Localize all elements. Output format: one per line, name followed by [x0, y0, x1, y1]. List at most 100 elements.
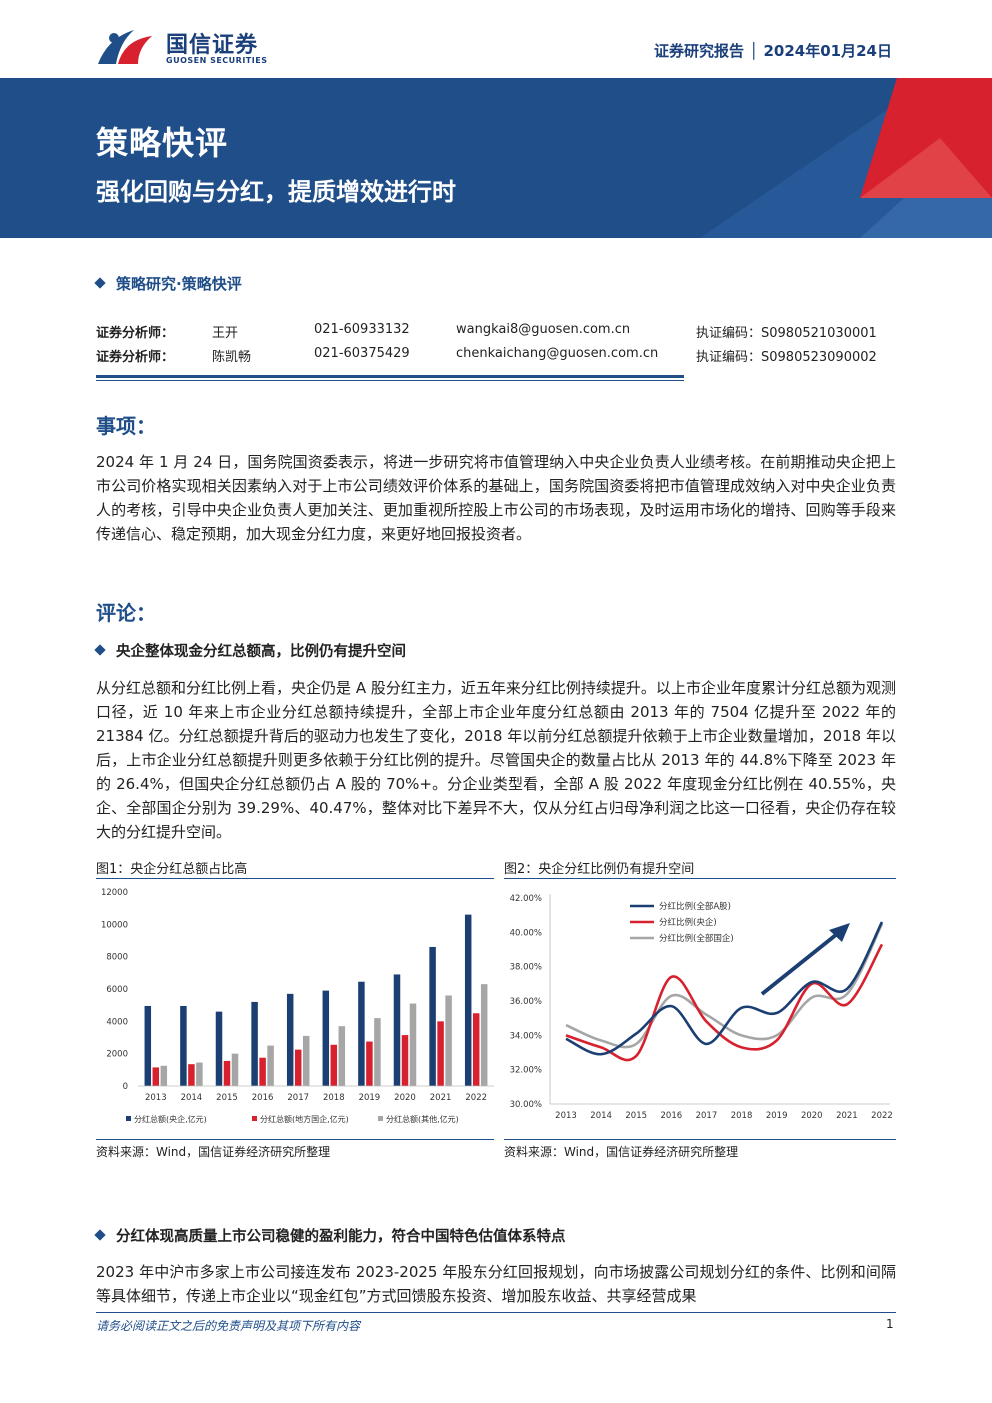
divider	[96, 1139, 494, 1140]
bar	[338, 1026, 346, 1086]
bar	[330, 1044, 338, 1086]
y-tick-label: 4000	[106, 1017, 128, 1027]
bar	[437, 1021, 444, 1086]
bar	[302, 1035, 310, 1086]
subheading-1-text: 央企整体现金分红总额高，比例仍有提升空间	[116, 644, 406, 660]
bar	[231, 1053, 239, 1086]
y-tick-label: 32.00%	[510, 1066, 542, 1076]
bar	[152, 1067, 160, 1086]
bar	[322, 990, 330, 1086]
y-tick-label: 40.00%	[510, 928, 542, 938]
y-tick-label: 42.00%	[510, 894, 542, 904]
bar	[393, 974, 401, 1086]
x-tick-label: 2015	[625, 1111, 647, 1121]
page-number: 1	[886, 1317, 894, 1331]
bar	[259, 1057, 266, 1086]
diamond-bullet-icon	[94, 644, 106, 656]
subheading-2: 分红体现高质量上市公司稳健的盈利能力，符合中国特色估值体系特点	[94, 1225, 566, 1246]
x-tick-label: 2022	[871, 1111, 893, 1121]
y-tick-label: 38.00%	[510, 963, 542, 973]
diamond-bullet-icon	[94, 276, 106, 289]
y-tick-label: 8000	[106, 953, 128, 963]
report-type-title: 策略快评	[96, 124, 229, 162]
series-line	[565, 943, 884, 1062]
title-banner	[0, 78, 992, 238]
figure-2-caption: 图2：央企分红比例仍有提升空间	[504, 862, 695, 877]
analyst-cert: 执证编码：S0980523090002	[696, 350, 877, 365]
disclaimer-note: 请务必阅读正文之后的免责声明及其项下所有内容	[96, 1319, 361, 1333]
brand-name-english: GUOSEN SECURITIES	[166, 56, 268, 65]
x-tick-label: 2015	[216, 1093, 238, 1103]
divider	[96, 878, 494, 879]
legend-label: 分红总额(地方国企,亿元)	[260, 1114, 349, 1124]
bar	[196, 1062, 203, 1086]
y-tick-label: 34.00%	[510, 1031, 542, 1041]
bar	[472, 1013, 480, 1086]
y-tick-label: 6000	[106, 985, 128, 995]
bar	[445, 995, 452, 1086]
bar	[188, 1064, 195, 1086]
bar	[464, 914, 472, 1086]
y-tick-label: 0	[123, 1082, 128, 1092]
legend-label: 分红比例(央企)	[659, 917, 717, 928]
subheading-2-text: 分红体现高质量上市公司稳健的盈利能力，符合中国特色估值体系特点	[116, 1229, 566, 1245]
analyst-cert: 执证编码：S0980521030001	[696, 326, 877, 341]
x-tick-label: 2014	[181, 1093, 203, 1103]
bar	[267, 1045, 274, 1086]
bar	[144, 1005, 152, 1086]
bar	[409, 1003, 417, 1086]
x-tick-label: 2016	[661, 1111, 683, 1121]
trend-arrowhead-icon	[829, 923, 850, 942]
comment-paragraph-2: 2023 年中沪市多家上市公司接连发布 2023-2025 年股东分红回报规划，…	[96, 1263, 896, 1305]
category-label: 策略研究·策略快评	[116, 275, 242, 293]
trend-arrow-icon	[760, 928, 844, 996]
y-tick-label: 36.00%	[510, 997, 542, 1007]
analyst-email[interactable]: chenkaichang@guosen.com.cn	[456, 346, 659, 361]
analyst-name: 王开	[212, 326, 239, 341]
matter-paragraph: 2024 年 1 月 24 日，国务院国资委表示，将进一步研究将市值管理纳入中央…	[96, 453, 896, 543]
y-tick-label: 2000	[106, 1050, 128, 1060]
bar	[358, 981, 365, 1086]
subheading-1: 央企整体现金分红总额高，比例仍有提升空间	[94, 640, 406, 661]
x-tick-label: 2021	[836, 1111, 858, 1121]
bar	[215, 1011, 223, 1086]
bar	[294, 1049, 302, 1086]
comment-paragraph-1: 从分红总额和分红比例上看，央企仍是 A 股分红主力，近五年来分红比例持续提升。以…	[96, 679, 896, 841]
x-tick-label: 2019	[766, 1111, 788, 1121]
y-tick-label: 12000	[101, 888, 128, 898]
line-chart-payout-ratio: 30.00% 32.00% 34.00% 36.00% 38.00% 40.00% 42.0…	[510, 894, 893, 1121]
bar-chart-dividends: 0 2000 4000 6000 8000 10000 12000 2013 2014 2015 2…	[101, 888, 494, 1124]
x-tick-label: 2014	[590, 1111, 612, 1121]
x-tick-label: 2013	[145, 1093, 167, 1103]
figure-1-caption: 图1：央企分红总额占比高	[96, 862, 248, 877]
legend-label: 分红比例(全部国企)	[659, 933, 734, 944]
x-tick-label: 2020	[801, 1111, 823, 1121]
analyst-email[interactable]: wangkai8@guosen.com.cn	[456, 322, 631, 337]
section-heading-comment: 评论：	[96, 601, 156, 625]
legend-label: 分红总额(央企,亿元)	[134, 1114, 207, 1124]
legend-swatch	[378, 1116, 383, 1121]
guosen-logo-icon	[98, 30, 152, 64]
legend-label: 分红比例(全部A股)	[659, 901, 731, 912]
banner-decoration-icon	[700, 78, 992, 238]
divider	[504, 878, 896, 879]
legend-label: 分红总额(其他,亿元)	[386, 1114, 459, 1124]
x-tick-label: 2020	[394, 1093, 416, 1103]
analyst-label: 证券分析师：	[96, 350, 175, 365]
x-tick-label: 2019	[359, 1093, 381, 1103]
x-tick-label: 2017	[287, 1093, 309, 1103]
x-tick-label: 2021	[430, 1093, 452, 1103]
report-category: 策略研究·策略快评	[94, 273, 242, 294]
legend-swatch	[252, 1116, 257, 1121]
bar	[401, 1035, 409, 1086]
section-heading-matter: 事项：	[96, 414, 156, 438]
x-tick-label: 2016	[252, 1093, 274, 1103]
brand-name: 国信证券	[166, 33, 259, 58]
bar	[366, 1041, 373, 1086]
analyst-name: 陈凯畅	[212, 350, 252, 365]
analyst-label: 证券分析师：	[96, 326, 175, 341]
report-meta: 证券研究报告 │ 2024年01月24日	[654, 42, 892, 60]
y-tick-label: 10000	[101, 920, 128, 930]
x-tick-label: 2018	[323, 1093, 345, 1103]
bar	[160, 1065, 168, 1086]
